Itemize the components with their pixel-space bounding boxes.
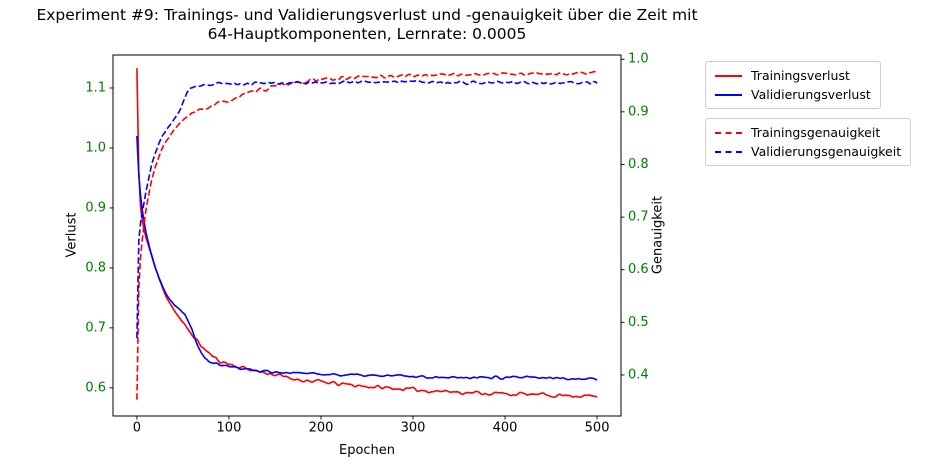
series-train_acc-line <box>136 70 598 400</box>
red-dashed-line-sample-icon <box>715 131 742 134</box>
legend-item-validierungsverlust: Validierungsverlust <box>715 85 871 104</box>
y-axis-label-right: Genauigkeit <box>650 195 666 275</box>
y-right-tick-label: 1.0 <box>628 52 649 67</box>
legend-accuracy: Trainingsgenauigkeit Validierungsgenauig… <box>705 118 912 166</box>
x-axis-label: Epochen <box>338 443 396 458</box>
chart-title-line2: 64-Hauptkomponenten, Lernrate: 0.0005 <box>207 25 527 43</box>
x-tick-label: 400 <box>493 420 518 435</box>
legend-label: Trainingsverlust <box>751 68 850 83</box>
y-left-tick-label: 0.8 <box>85 260 106 275</box>
y-right-tick-label: 0.7 <box>628 210 649 225</box>
legend-label: Trainingsgenauigkeit <box>751 125 881 140</box>
chart-title-line1: Experiment #9: Trainings- und Validierun… <box>36 6 698 24</box>
x-tick-label: 200 <box>309 420 334 435</box>
blue-dashed-line-sample-icon <box>715 150 742 153</box>
y-right-tick-label: 0.8 <box>628 157 649 172</box>
y-right-tick-label: 0.4 <box>628 367 649 382</box>
plot-border <box>112 54 622 417</box>
red-solid-line-sample-icon <box>715 74 742 77</box>
y-right-tick-label: 0.6 <box>628 262 649 277</box>
x-tick-label: 300 <box>401 420 426 435</box>
data-series-lines <box>136 68 598 400</box>
axis-ticks: 0 100 200 300 400 500 0.6 0.7 0.8 0.9 1.0 1.1 0.4 0.5… <box>85 52 648 436</box>
y-left-tick-label: 1.1 <box>85 80 106 95</box>
legend-label: Validierungsgenauigkeit <box>751 144 902 159</box>
y-left-tick-label: 1.0 <box>85 140 106 155</box>
blue-solid-line-sample-icon <box>715 93 742 96</box>
legend-label: Validierungsverlust <box>751 87 871 102</box>
x-tick-label: 500 <box>585 420 610 435</box>
y-left-tick-label: 0.7 <box>85 320 106 335</box>
y-left-tick-label: 0.6 <box>85 380 106 395</box>
y-axis-label-left: Verlust <box>64 212 80 258</box>
chart-title: Experiment #9: Trainings- und Validierun… <box>36 6 697 44</box>
legend-loss: Trainingsverlust Validierungsverlust <box>705 61 881 109</box>
legend-item-trainingsverlust: Trainingsverlust <box>715 66 871 85</box>
legend-item-trainingsgenauigkeit: Trainingsgenauigkeit <box>715 123 901 142</box>
series-train_loss-line <box>136 68 598 398</box>
x-tick-label: 0 <box>133 420 141 435</box>
y-right-tick-label: 0.5 <box>628 315 649 330</box>
y-right-tick-label: 0.9 <box>628 104 649 119</box>
legend-item-validierungsgenauigkeit: Validierungsgenauigkeit <box>715 142 901 161</box>
series-val_acc-line <box>136 79 598 339</box>
x-tick-label: 100 <box>217 420 242 435</box>
series-val_loss-line <box>136 135 598 381</box>
y-left-tick-label: 0.9 <box>85 200 106 215</box>
